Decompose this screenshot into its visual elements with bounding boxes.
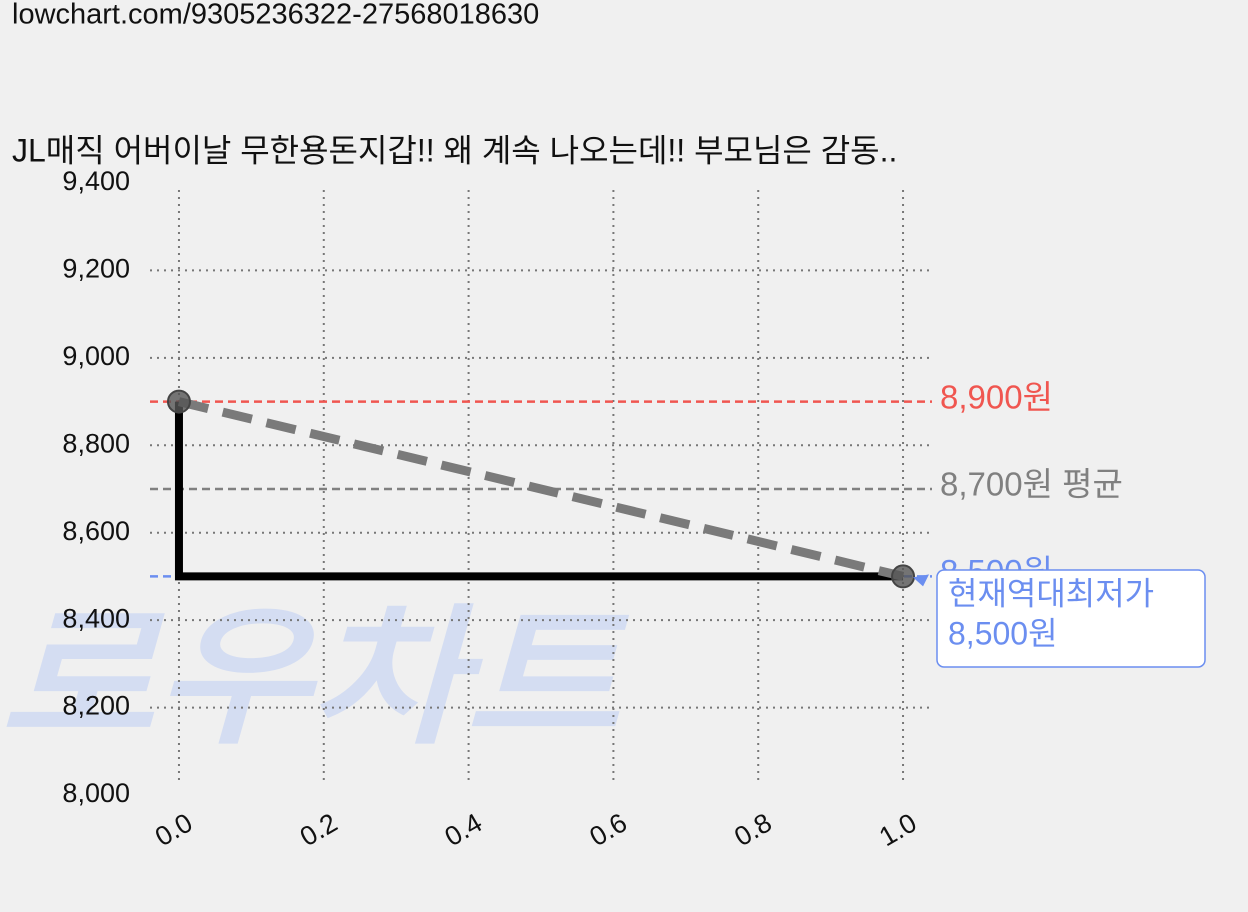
point (891, 564, 916, 589)
x-tick-label: 0.4 (440, 807, 488, 852)
annotation-text: 현재역대최저가 (948, 575, 1154, 611)
y-tick-label: 8,200 (62, 691, 130, 721)
x-tick-label: 0.2 (295, 807, 343, 852)
chart-title: JL매직 어버이날 무한용돈지갑!! 왜 계속 나오는데!! 부모님은 감동.. (12, 132, 897, 168)
y-tick-label: 9,200 (62, 254, 130, 284)
y-tick-label: 8,600 (62, 516, 130, 546)
annotation-text: 8,500원 (948, 615, 1058, 651)
line (177, 397, 905, 581)
y-tick-label: 8,800 (62, 428, 130, 458)
x-tick-label: 1.0 (874, 807, 922, 852)
annotation-arrow (913, 574, 930, 587)
url: lowchart.com/9305236322-27568018630 (12, 0, 539, 31)
y-tick-label: 9,400 (62, 166, 130, 196)
annotation-box (936, 569, 1206, 668)
x-tick-label: 0.8 (729, 807, 777, 852)
x-tick-label: 0.6 (584, 807, 632, 852)
reference-label: 8,700원 평균 (940, 466, 1123, 503)
watermark: 로우차트 (0, 594, 630, 762)
y-tick-label: 8,000 (62, 778, 130, 808)
line (174, 401, 904, 581)
point (166, 389, 191, 414)
y-tick-label: 9,000 (62, 341, 130, 371)
y-tick-label: 8,400 (62, 603, 130, 633)
x-tick-label: 0.0 (150, 807, 198, 852)
reference-label: 8,900원 (940, 378, 1053, 415)
